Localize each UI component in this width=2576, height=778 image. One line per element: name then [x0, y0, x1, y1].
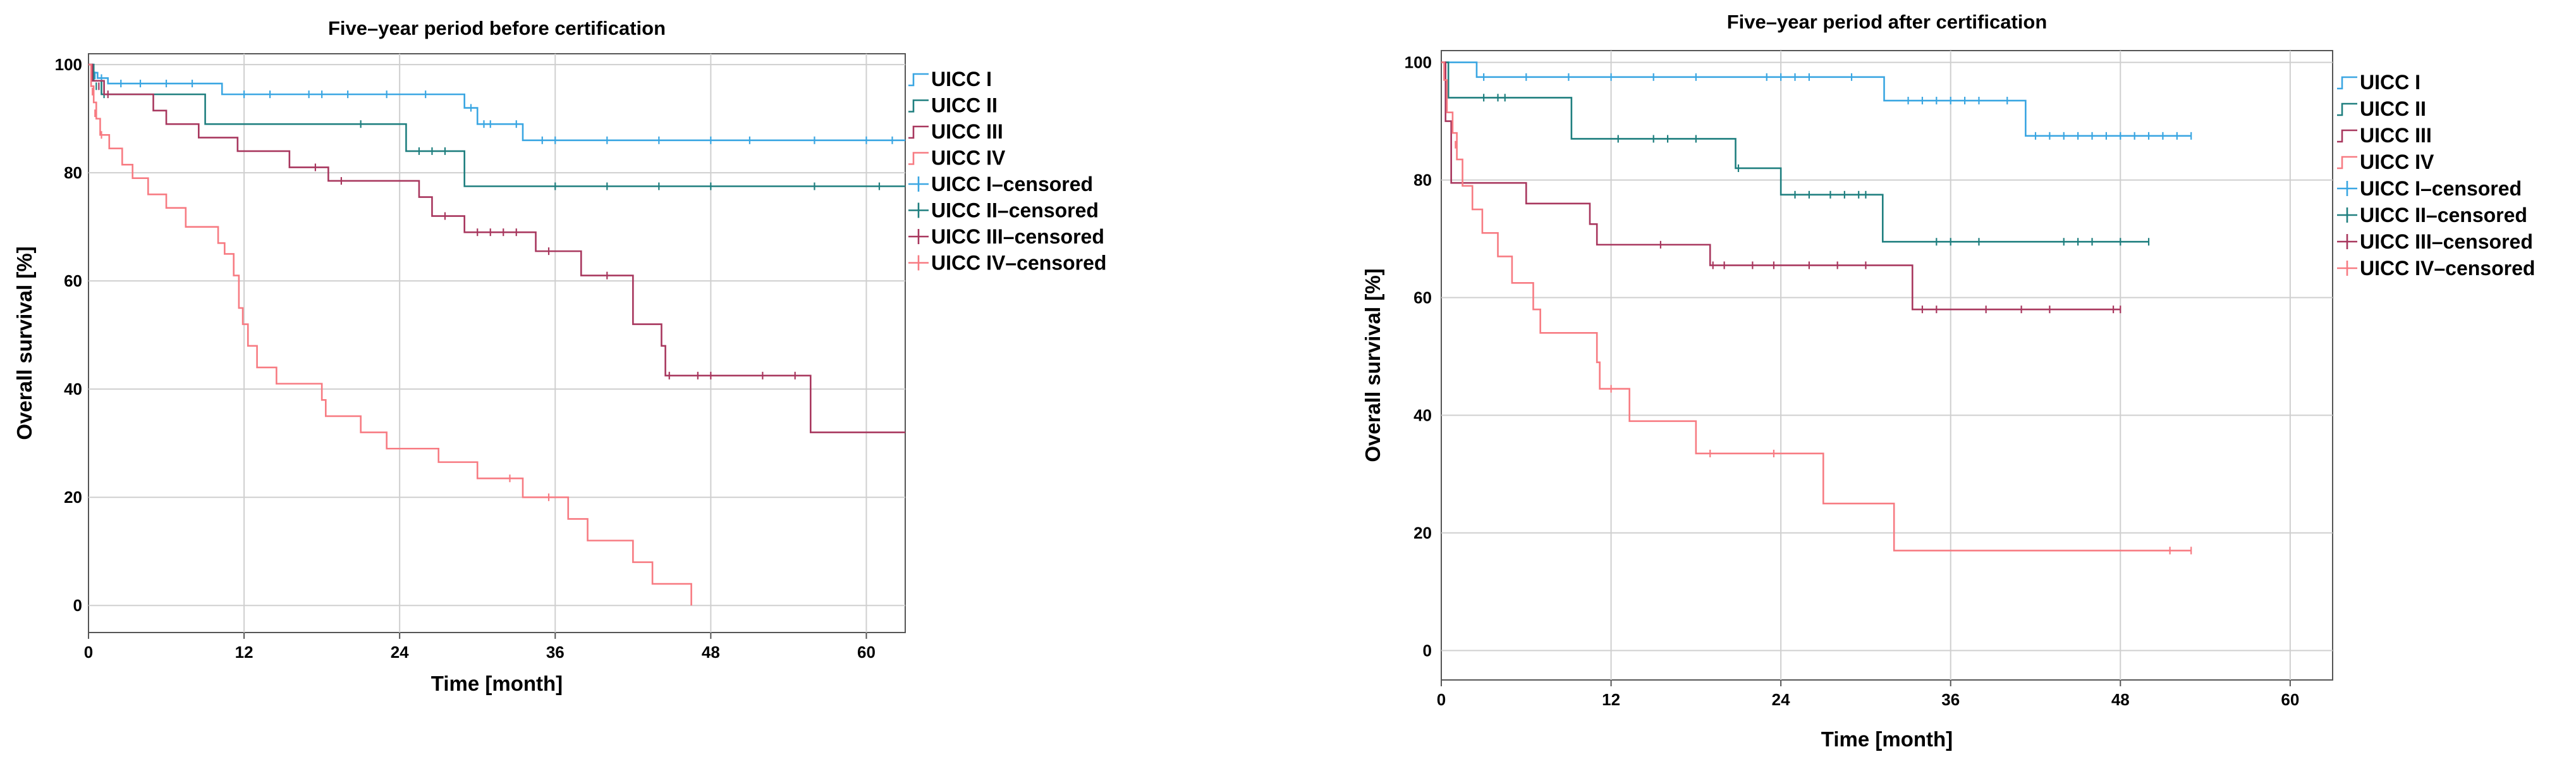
y-tick-label: 60: [1413, 288, 1432, 307]
series-uicc-iii: [1441, 61, 2121, 314]
survival-curve: [89, 63, 905, 433]
plot-frame: [1441, 50, 2333, 681]
legend-item: UICC II: [908, 94, 998, 117]
legend: UICC I UICC II UICC III UICC IV UICC I–censo…: [2337, 71, 2535, 280]
x-tick-label: 0: [84, 643, 93, 662]
x-axis-title: Time [month]: [1821, 727, 1953, 751]
y-axis-title: Overall survival [%]: [13, 246, 36, 440]
legend-swatch-line: [908, 73, 929, 87]
legend-label: UICC II: [2360, 97, 2426, 120]
x-tick-label: 24: [391, 643, 409, 662]
series-uicc-iv: [89, 63, 692, 606]
x-axis-title: Time [month]: [431, 672, 563, 695]
legend-item: UICC III–censored: [2337, 230, 2533, 253]
legend-item: UICC IV–censored: [908, 252, 1106, 275]
series-uicc-iv: [1441, 61, 2192, 555]
legend-swatch-line: [908, 99, 929, 113]
legend-swatch-line: [2337, 129, 2357, 143]
legend-item: UICC I: [2337, 71, 2420, 94]
x-tick-label: 24: [1772, 690, 1790, 709]
legend-label: UICC IV–censored: [2360, 257, 2535, 280]
plot-area: [1441, 50, 2333, 686]
legend-item: UICC I–censored: [908, 173, 1093, 195]
legend-label: UICC II: [931, 94, 998, 117]
x-tick-label: 12: [1602, 690, 1620, 709]
chart-before-certification: 0 12 24 36 48 60 0 20 40 60 80 100 Five–year period …: [0, 0, 1264, 778]
y-tick-label: 100: [55, 55, 82, 74]
y-tick-label: 20: [64, 488, 82, 507]
legend-swatch-line: [2337, 76, 2357, 90]
legend-label: UICC I–censored: [931, 173, 1093, 195]
legend-swatch-line: [908, 125, 929, 139]
chart-title: Five–year period after certification: [1727, 11, 2048, 33]
legend-label: UICC I: [931, 68, 992, 90]
series-uicc-i: [1441, 61, 2192, 140]
x-tick-label: 36: [1941, 690, 1960, 709]
legend-label: UICC IV: [931, 147, 1006, 170]
legend-item: UICC IV: [908, 147, 1006, 170]
y-axis-title: Overall survival [%]: [1361, 268, 1384, 462]
x-tick-label: 48: [702, 643, 720, 662]
survival-curve: [1441, 61, 2149, 243]
legend-item: UICC II–censored: [2337, 204, 2527, 226]
y-tick-label: 40: [1413, 406, 1432, 425]
y-tick-label: 60: [64, 271, 82, 290]
y-tick-label: 0: [1423, 641, 1432, 660]
km-chart-before: 0 12 24 36 48 60 0 20 40 60 80 100 Five–year period …: [13, 17, 1106, 695]
x-tick-label: 0: [1437, 690, 1446, 709]
legend-item: UICC II: [2337, 97, 2426, 120]
legend-item: UICC II–censored: [908, 199, 1099, 222]
series-uicc-ii: [1441, 61, 2150, 246]
plot-area: [88, 53, 906, 639]
legend: UICC I UICC II UICC III UICC IV UICC I–censo…: [908, 68, 1106, 275]
legend-item: UICC III: [2337, 124, 2432, 147]
legend-item: UICC IV: [2337, 151, 2434, 173]
legend-label: UICC II–censored: [2360, 204, 2527, 226]
survival-curve: [89, 63, 692, 606]
chart-after-certification: 0 12 24 36 48 60 0 20 40 60 80 100 Five–year period …: [1350, 0, 2576, 778]
legend-label: UICC I–censored: [2360, 177, 2522, 200]
legend-label: UICC II–censored: [931, 199, 1099, 222]
legend-item: UICC I–censored: [2337, 177, 2522, 200]
legend-item: UICC III: [908, 120, 1003, 143]
y-tick-label: 80: [1413, 171, 1432, 190]
chart-title: Five–year period before certification: [328, 17, 666, 39]
legend-item: UICC III–censored: [908, 225, 1104, 248]
y-tick-label: 40: [64, 380, 82, 398]
legend-swatch-line: [2337, 102, 2357, 116]
legend-swatch-line: [2337, 156, 2357, 170]
legend-label: UICC III–censored: [2360, 230, 2533, 253]
legend-label: UICC III: [2360, 124, 2432, 147]
plot-frame: [88, 53, 906, 633]
km-chart-after: 0 12 24 36 48 60 0 20 40 60 80 100 Five–year period …: [1361, 11, 2535, 751]
y-tick-label: 0: [73, 596, 82, 615]
legend-label: UICC III: [931, 120, 1003, 143]
y-tick-label: 20: [1413, 524, 1432, 543]
x-tick-label: 60: [2281, 690, 2299, 709]
x-tick-label: 60: [857, 643, 876, 662]
legend-label: UICC I: [2360, 71, 2420, 94]
survival-curve: [1441, 61, 2121, 311]
y-tick-label: 80: [64, 163, 82, 182]
series-uicc-i: [89, 63, 905, 144]
x-tick-label: 36: [546, 643, 565, 662]
legend-label: UICC IV–censored: [931, 252, 1106, 275]
x-tick-label: 48: [2111, 690, 2130, 709]
legend-item: UICC IV–censored: [2337, 257, 2535, 280]
series-uicc-iii: [89, 63, 905, 433]
y-tick-label: 100: [1405, 53, 1432, 72]
legend-label: UICC III–censored: [931, 225, 1104, 248]
x-tick-label: 12: [235, 643, 253, 662]
legend-item: UICC I: [908, 68, 992, 90]
legend-label: UICC IV: [2360, 151, 2434, 173]
legend-swatch-line: [908, 152, 929, 165]
survival-curve: [1441, 61, 2192, 552]
survival-curve: [1441, 61, 2192, 137]
